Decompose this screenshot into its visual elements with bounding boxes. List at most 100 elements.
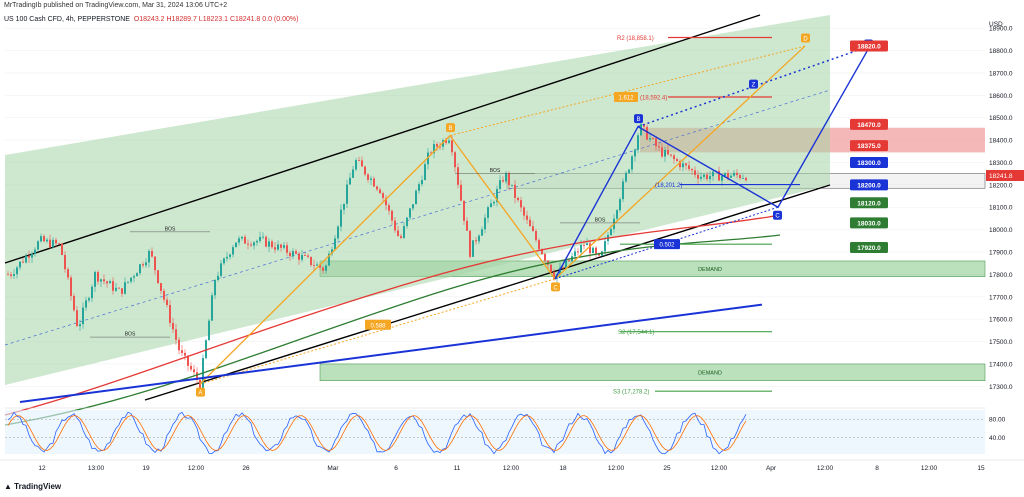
candle-body (439, 146, 441, 148)
time-axis[interactable]: 12 13:00 19 12:00 26 Mar 6 11 12:00 18 12:00 25 12:0… (0, 459, 1024, 472)
candle-body (544, 254, 546, 261)
candle-body (736, 172, 738, 176)
candle-body (187, 355, 189, 366)
fib-label: 0.588 (370, 323, 386, 329)
oscillator-tick-label: 40.00 (989, 435, 1006, 442)
time-tick-label: 25 (663, 465, 671, 472)
target-price-box (850, 242, 888, 254)
harmonic-orange-point (196, 387, 205, 397)
harmonic-blue-point (773, 210, 782, 220)
candle-body (337, 226, 339, 239)
candle-body (634, 149, 636, 157)
candle-body (55, 239, 57, 244)
price-axis[interactable]: 18900.0 18800.0 18700.0 18600.0 18500.0 18400… (986, 21, 1024, 391)
candle-body (79, 324, 81, 327)
price-tick-label: 18000.0 (989, 227, 1013, 234)
publish-line: MrTradingIb published on TradingView.com… (4, 2, 228, 9)
price-tick-label: 17600.0 (989, 317, 1013, 324)
time-tick-label: 11 (454, 465, 461, 472)
candle-body (379, 189, 381, 194)
candle-body (520, 200, 522, 208)
candle-body (289, 252, 291, 257)
candle-body (346, 184, 348, 204)
rising-channel-fill (5, 15, 830, 385)
harmonic-blue-point-label: B (636, 117, 640, 123)
price-tick-label: 18400.0 (989, 138, 1013, 145)
candle-body (490, 203, 492, 208)
candle-body (574, 251, 576, 257)
time-tick-label: 6 (394, 465, 398, 472)
tradingview-logo[interactable]: ▲ TradingView (4, 482, 62, 491)
candle-body (403, 226, 405, 238)
price-tick-label: 17800.0 (989, 272, 1013, 279)
candle-body (724, 173, 726, 176)
candle-body (721, 175, 723, 181)
candle-body (709, 176, 711, 180)
symbol-info: US 100 Cash CFD, 4h, PEPPERSTONE O18243.… (0, 14, 604, 26)
time-tick-label: 15 (977, 465, 985, 472)
candle-body (130, 277, 132, 282)
candle-body (502, 180, 504, 182)
candle-body (331, 249, 333, 254)
candle-body (619, 199, 621, 211)
candle-body (643, 124, 645, 127)
harmonic-orange-point (446, 123, 455, 133)
target-price-label: 18375.0 (857, 143, 881, 150)
candle-body (172, 322, 174, 330)
candle-body (310, 256, 312, 265)
candle-body (340, 209, 342, 227)
candle-body (454, 152, 456, 168)
candle-body (94, 272, 96, 287)
candle-body (178, 339, 180, 351)
candle-body (112, 281, 114, 291)
candle-body (418, 184, 420, 191)
candle-body (646, 126, 648, 140)
pivot-label: (18,201.2) (655, 183, 682, 189)
candle-body (730, 175, 732, 178)
candle-body (88, 298, 90, 301)
candle-body (316, 264, 318, 266)
candle-body (31, 253, 33, 258)
stoch-k-line (7, 411, 747, 455)
time-tick-label: 13:00 (88, 465, 105, 472)
candle-body (526, 215, 528, 220)
candle-body (469, 230, 471, 257)
target-price-box (850, 118, 888, 130)
candle-body (361, 160, 363, 167)
candle-body (472, 240, 474, 257)
candle-body (103, 279, 105, 282)
channel-layer (4, 14, 831, 401)
candle-body (475, 240, 477, 242)
candle-body (274, 247, 276, 250)
symbol-name[interactable]: US 100 Cash CFD, 4h, PEPPERSTONE (4, 16, 130, 23)
candle-body (742, 177, 744, 179)
candle-body (745, 177, 747, 181)
fib-label: 0.502 (659, 243, 675, 249)
candle-body (193, 369, 195, 373)
price-tick-label: 17400.0 (989, 361, 1013, 368)
time-tick-label: 18 (559, 465, 567, 472)
candle-body (64, 254, 66, 270)
harmonic-orange-point-label: C (553, 285, 558, 291)
candle-body (586, 243, 588, 246)
trend-line-blue (19, 303, 763, 403)
candle-body (598, 253, 600, 256)
candle-body (319, 264, 321, 268)
pivot-label: (18,592.4) (640, 96, 667, 102)
candle-body (409, 208, 411, 218)
candle-body (157, 270, 159, 284)
candle-body (376, 186, 378, 190)
candle-body (214, 279, 216, 296)
candle-body (247, 243, 249, 245)
channel-lower-line (144, 184, 831, 401)
candle-body (628, 169, 630, 173)
candle-body (667, 150, 669, 155)
stochastic-oscillator: 80.00 40.00 (5, 407, 1006, 455)
candle-body (382, 193, 384, 198)
candle-body (460, 184, 462, 201)
candle-body (424, 164, 426, 181)
candle-body (517, 197, 519, 201)
time-tick-label: 19 (142, 465, 150, 472)
candle-body (388, 205, 390, 211)
